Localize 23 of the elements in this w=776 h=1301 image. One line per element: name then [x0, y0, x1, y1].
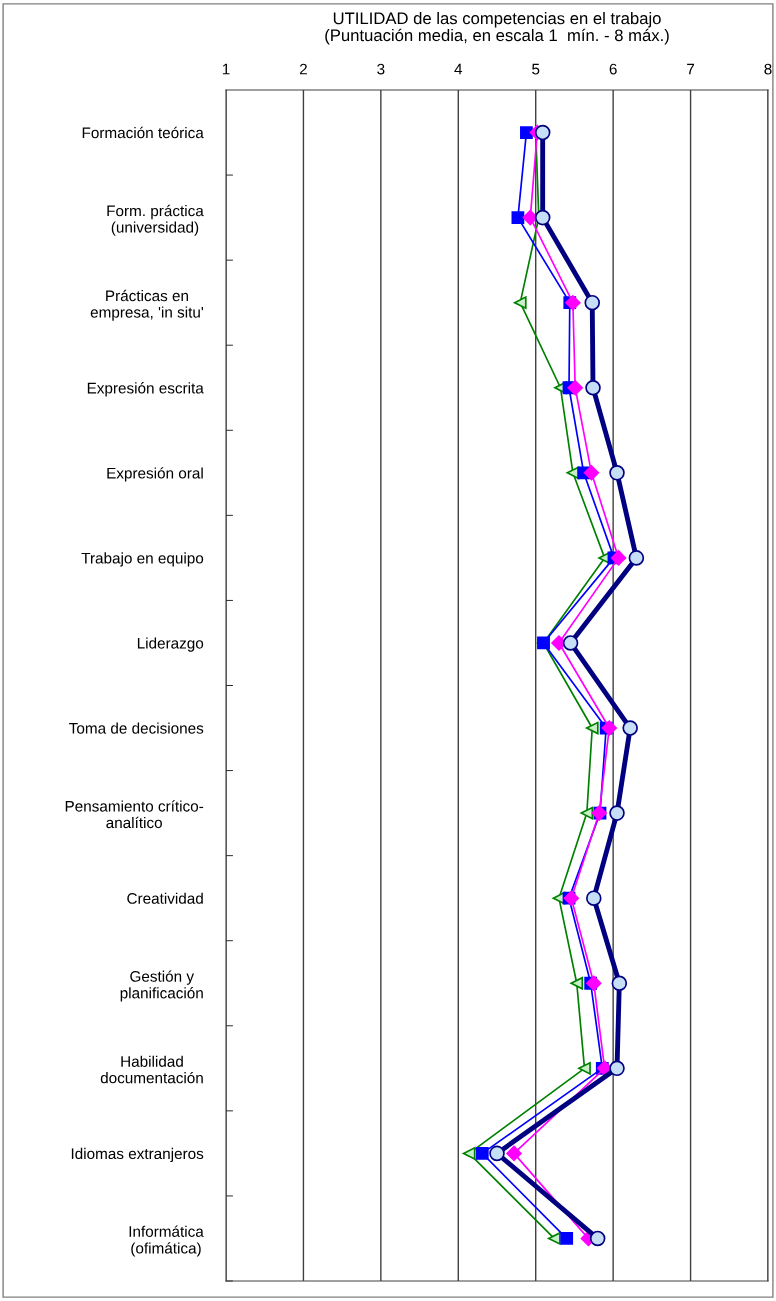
y-tick-label: Expresión oral	[107, 467, 203, 482]
y-tick-label: Habilidad documentación	[100, 1055, 203, 1084]
y-tick-label: Formación teórica	[82, 126, 204, 139]
x-tick-label: 1	[222, 63, 230, 75]
y-tick-label: Form. práctica (universidad)	[107, 204, 204, 236]
x-tick-label: 7	[687, 63, 695, 75]
y-tick-label: Trabajo en equipo	[81, 552, 204, 567]
x-tick-label: 3	[377, 63, 385, 75]
x-tick-label: 2	[299, 63, 307, 75]
x-tick-label: 6	[609, 63, 617, 75]
y-tick-label: Creatividad	[127, 892, 203, 904]
y-tick-label: Pensamiento crítico- analítico	[65, 800, 204, 829]
x-tick-label: 5	[532, 63, 540, 75]
x-tick-label: 8	[764, 63, 772, 75]
y-tick-label: Idiomas extranjeros	[71, 1147, 204, 1163]
y-tick-label: Informática (ofimática)	[129, 1225, 204, 1257]
y-tick-label: Prácticas en empresa, 'in situ'	[90, 289, 204, 321]
chart-title: UTILIDAD de las competencias en el trabajo (Puntuación media, en escala 1 mín. - 8 máx.)	[325, 12, 669, 45]
y-tick-label: Gestión y planificación	[120, 970, 203, 1002]
y-tick-label: Expresión escrita	[87, 382, 204, 397]
y-tick-label: Liderazgo	[137, 637, 204, 652]
y-tick-label: Toma de decisiones	[69, 722, 204, 734]
x-tick-label: 4	[454, 63, 463, 75]
